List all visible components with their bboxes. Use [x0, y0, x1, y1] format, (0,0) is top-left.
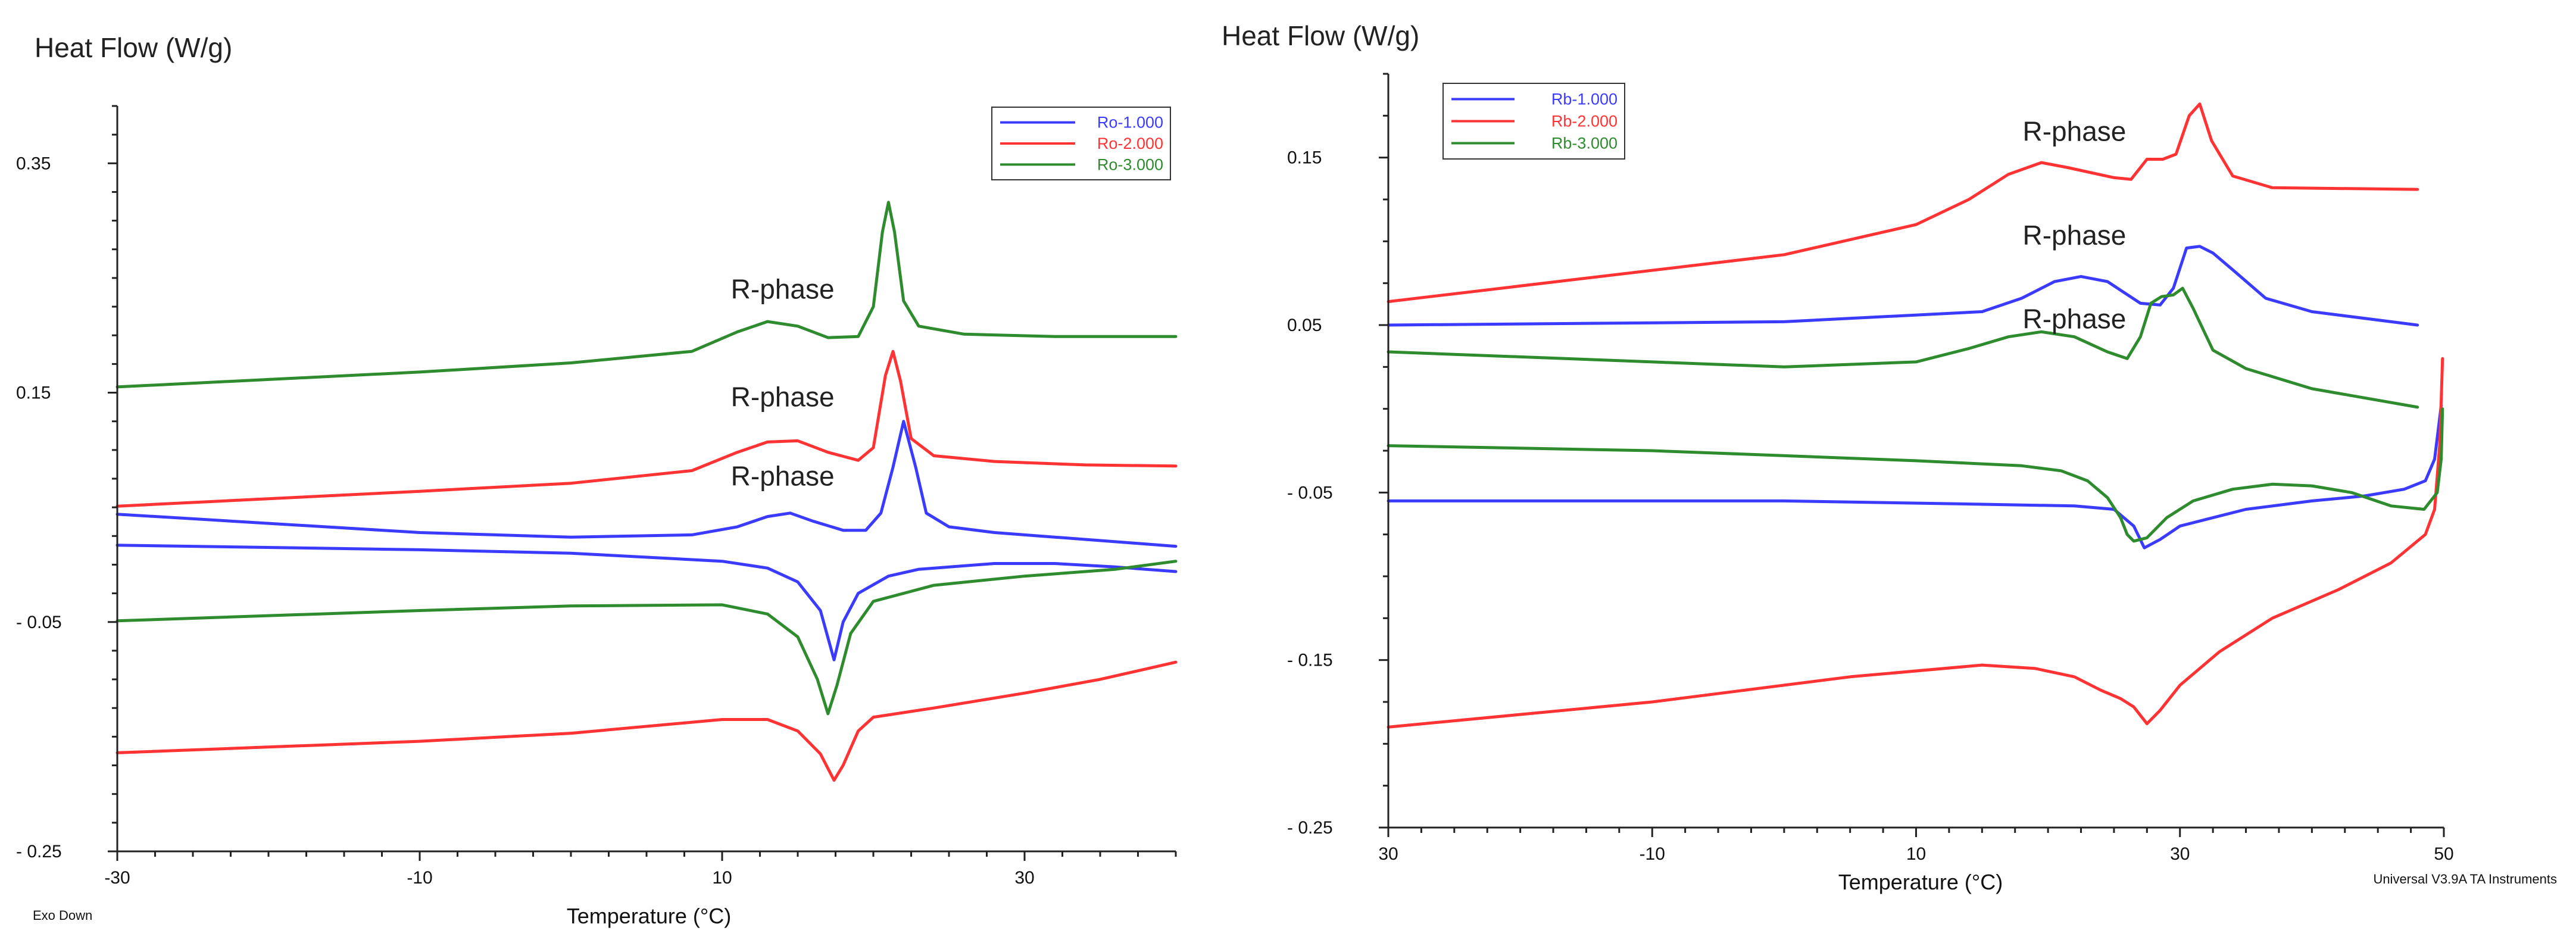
right-r-phase-annotation-3: R-phase — [2023, 304, 2127, 335]
left-legend-label-ro-2-000: Ro-2.000 — [1097, 135, 1163, 152]
right-series-rb-2-000-segment-1 — [1387, 102, 2419, 304]
left-x-tick-label: -30 — [104, 868, 130, 888]
right-series-rb-1-000-segment-2 — [1387, 404, 2443, 550]
right-x-tick-label: 30 — [2170, 844, 2190, 864]
left-x-tick-label: 10 — [712, 868, 732, 888]
left-x-tick-label: -10 — [407, 868, 432, 888]
right-x-tick-label: 50 — [2434, 844, 2453, 864]
right-y-tick-label: 0.05 — [1287, 316, 1322, 335]
left-r-phase-annotation-2: R-phase — [731, 382, 835, 413]
left-y-axis-label: Heat Flow (W/g) — [35, 32, 232, 63]
right-y-tick-label: - 0.15 — [1287, 651, 1333, 670]
right-legend-label-rb-2-000: Rb-2.000 — [1551, 113, 1618, 130]
left-annotations: R-phase R-phase R-phase — [731, 274, 835, 492]
right-y-axis-label: Heat Flow (W/g) — [1222, 20, 1419, 51]
left-x-tick-label: 30 — [1014, 868, 1034, 888]
right-legend-label-rb-1-000: Rb-1.000 — [1551, 90, 1618, 108]
right-series-rb-3-000-segment-1 — [1387, 286, 2419, 409]
left-legend-label-ro-1-000: Ro-1.000 — [1097, 114, 1163, 132]
right-legend: Rb-1.000 Rb-2.000 Rb-3.000 — [1442, 83, 1625, 160]
chart-left: Heat Flow (W/g) -30 -10 10 30 0.35 0.15 - 0.05… — [16, 32, 1178, 928]
left-y-tick-label: - 0.05 — [16, 613, 62, 632]
right-series-rb-3-000-segment-2 — [1387, 407, 2444, 543]
left-y-tick-label: 0.35 — [16, 154, 51, 173]
left-series-lines — [115, 201, 1178, 782]
left-series-ro-2-000-segment-1 — [115, 349, 1178, 508]
right-x-tick-label: -10 — [1640, 844, 1665, 864]
right-r-phase-annotation-1: R-phase — [2023, 116, 2127, 147]
right-axis-ticks: 30 -10 10 30 50 0.15 0.05 - 0.05 - 0.15 - 0.25 — [1287, 73, 2454, 864]
left-series-ro-3-000-segment-2 — [115, 560, 1178, 716]
right-legend-label-rb-3-000: Rb-3.000 — [1551, 135, 1618, 152]
left-y-tick-label: 0.15 — [16, 383, 51, 403]
right-y-tick-label: 0.15 — [1287, 148, 1322, 168]
left-legend-label-ro-3-000: Ro-3.000 — [1097, 155, 1163, 173]
right-y-tick-label: - 0.05 — [1287, 483, 1333, 502]
left-series-ro-2-000-segment-2 — [115, 660, 1178, 782]
left-r-phase-annotation-3: R-phase — [731, 461, 835, 492]
right-r-phase-annotation-2: R-phase — [2023, 220, 2127, 251]
right-series-rb-1-000-segment-1 — [1387, 245, 2419, 327]
left-series-ro-3-000-segment-1 — [115, 201, 1178, 389]
left-axis-ticks: -30 -10 10 30 0.35 0.15 - 0.05 - 0.25 — [16, 105, 1177, 888]
exo-down-note: Exo Down — [33, 908, 92, 923]
right-x-axis-label: Temperature (°C) — [1838, 870, 2003, 894]
right-annotations: R-phase R-phase R-phase — [2023, 116, 2127, 335]
left-legend: Ro-1.000 Ro-2.000 Ro-3.000 — [991, 107, 1171, 180]
left-x-axis-label: Temperature (°C) — [567, 904, 731, 928]
left-r-phase-annotation-1: R-phase — [731, 274, 835, 305]
chart-right: Heat Flow (W/g) 30 -10 10 30 50 0.15 0.05 - 0.0… — [1222, 20, 2557, 894]
left-series-ro-1-000-segment-1 — [115, 420, 1178, 548]
right-series-rb-2-000-segment-2 — [1387, 357, 2444, 729]
ta-instruments-credit: Universal V3.9A TA Instruments — [2373, 872, 2557, 886]
right-series-lines — [1387, 102, 2444, 729]
right-x-tick-label: 30 — [1378, 844, 1398, 864]
left-series-ro-1-000-segment-2 — [115, 544, 1178, 661]
right-x-tick-label: 10 — [1906, 844, 1926, 864]
right-y-tick-label: - 0.25 — [1287, 818, 1333, 838]
left-y-tick-label: - 0.25 — [16, 842, 62, 861]
